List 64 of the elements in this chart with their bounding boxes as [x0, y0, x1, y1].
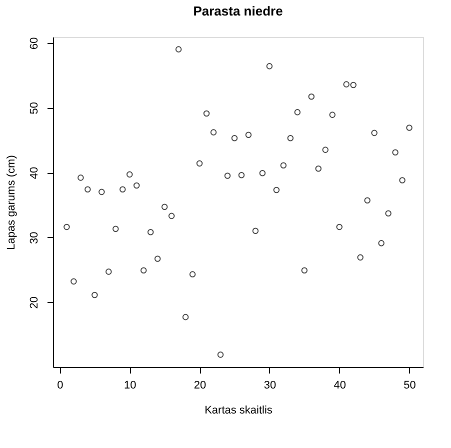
point — [196, 160, 203, 167]
point — [294, 109, 301, 116]
point — [364, 197, 370, 204]
point — [280, 162, 287, 169]
point — [217, 352, 224, 358]
point — [371, 130, 378, 136]
point — [189, 271, 196, 278]
point — [336, 224, 343, 230]
point — [154, 256, 161, 262]
point — [126, 171, 133, 178]
x-tick-label: 50 — [404, 380, 416, 392]
y-tick-label: 60 — [28, 37, 40, 50]
x-tick-label: 30 — [264, 380, 276, 392]
point — [182, 314, 189, 320]
y-tick-label: 50 — [28, 102, 40, 114]
point — [266, 63, 273, 70]
point — [322, 146, 329, 153]
y-axis-title: Lapas garums (cm) — [6, 155, 18, 250]
point — [64, 224, 70, 230]
point — [112, 226, 119, 232]
point — [106, 268, 112, 275]
x-tick-label: 40 — [334, 380, 346, 392]
point — [378, 240, 384, 246]
point — [315, 165, 322, 172]
point — [245, 132, 252, 138]
point — [92, 292, 98, 298]
point — [399, 177, 406, 184]
chart-title: Parasta niedre — [193, 4, 283, 19]
point — [385, 210, 392, 216]
point — [84, 186, 91, 192]
point — [392, 149, 398, 156]
point — [357, 254, 364, 261]
point — [343, 81, 350, 88]
point — [210, 129, 217, 136]
point — [308, 94, 315, 100]
point — [329, 112, 336, 118]
point — [238, 172, 245, 178]
point — [161, 204, 168, 210]
point — [252, 228, 259, 234]
point — [168, 212, 175, 220]
x-tick-label: 20 — [194, 380, 206, 392]
x-tick-label: 0 — [57, 380, 64, 392]
point — [119, 186, 126, 192]
x-tick-label: 10 — [124, 380, 136, 392]
point — [406, 124, 412, 131]
point — [133, 182, 140, 189]
point — [175, 46, 182, 52]
point — [259, 170, 266, 176]
point — [350, 82, 357, 88]
y-tick-label: 40 — [28, 166, 40, 180]
point — [78, 174, 84, 181]
point — [231, 135, 238, 142]
point — [301, 267, 308, 274]
y-tick-label: 20 — [28, 296, 40, 309]
point — [140, 267, 147, 274]
point — [287, 135, 294, 142]
point — [147, 229, 154, 236]
point — [70, 278, 77, 285]
point — [273, 186, 280, 194]
point — [98, 188, 105, 196]
point — [224, 172, 231, 179]
y-tick-label: 30 — [28, 232, 40, 244]
point — [203, 110, 210, 117]
x-axis-title: Kartas skaitlis — [204, 404, 273, 416]
